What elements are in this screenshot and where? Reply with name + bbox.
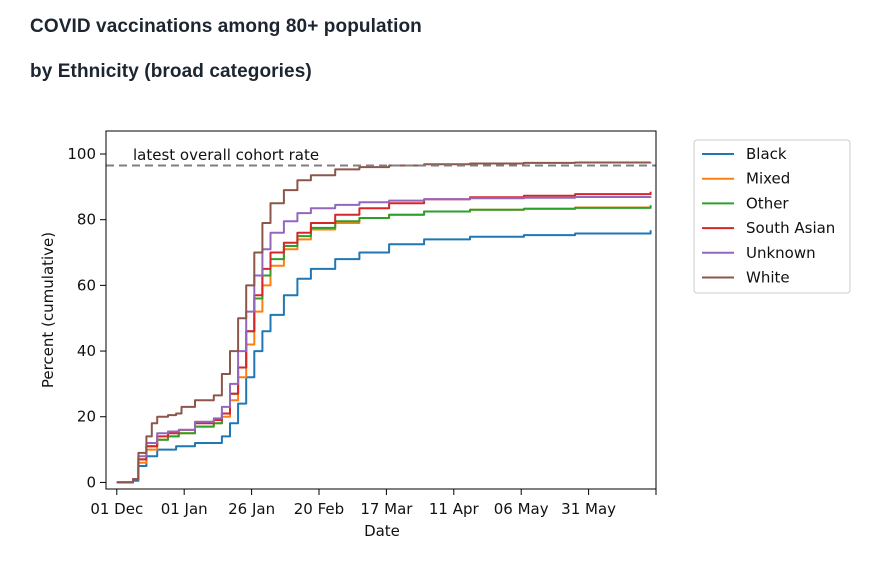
series-line-unknown — [116, 196, 652, 484]
series-line-white — [116, 161, 652, 484]
page-title: COVID vaccinations among 80+ population — [30, 16, 422, 37]
x-tick-label: 11 Apr — [429, 500, 480, 518]
reference-line-label: latest overall cohort rate — [133, 146, 319, 164]
legend-label: White — [746, 269, 790, 287]
legend-label: Other — [746, 194, 789, 212]
series-line-other — [116, 205, 652, 484]
y-tick-label: 100 — [67, 145, 96, 163]
x-axis: 01 Dec 01 Jan 26 Jan 20 Feb 17 Mar 11 Apr 06 M… — [90, 489, 657, 518]
x-tick-label: 31 May — [561, 500, 616, 518]
series-line-mixed — [116, 204, 652, 484]
x-tick-label: 01 Jan — [161, 500, 208, 518]
x-tick-label: 17 Mar — [360, 500, 413, 518]
y-tick-label: 80 — [77, 211, 96, 229]
y-axis-label: Percent (cumulative) — [39, 232, 57, 388]
y-tick-label: 60 — [77, 276, 96, 294]
x-tick-label: 01 Dec — [90, 500, 143, 518]
x-tick-label: 20 Feb — [294, 500, 344, 518]
legend: Black Mixed Other South Asian Unknown White — [693, 139, 851, 294]
x-tick-label: 26 Jan — [228, 500, 275, 518]
y-tick-label: 40 — [77, 342, 96, 360]
x-axis-label: Date — [364, 522, 400, 540]
plot-frame — [105, 130, 657, 490]
x-tick-label: 06 May — [494, 500, 549, 518]
series-lines — [116, 161, 652, 484]
legend-label: South Asian — [746, 219, 835, 237]
y-tick-label: 20 — [77, 408, 96, 426]
y-axis: 0 20 40 60 80 100 — [67, 145, 106, 491]
legend-label: Unknown — [746, 244, 816, 262]
legend-label: Black — [746, 145, 787, 163]
legend-label: Mixed — [746, 170, 790, 188]
page-subtitle: by Ethnicity (broad categories) — [30, 61, 312, 82]
series-line-black — [116, 230, 652, 484]
y-tick-label: 0 — [86, 473, 96, 491]
